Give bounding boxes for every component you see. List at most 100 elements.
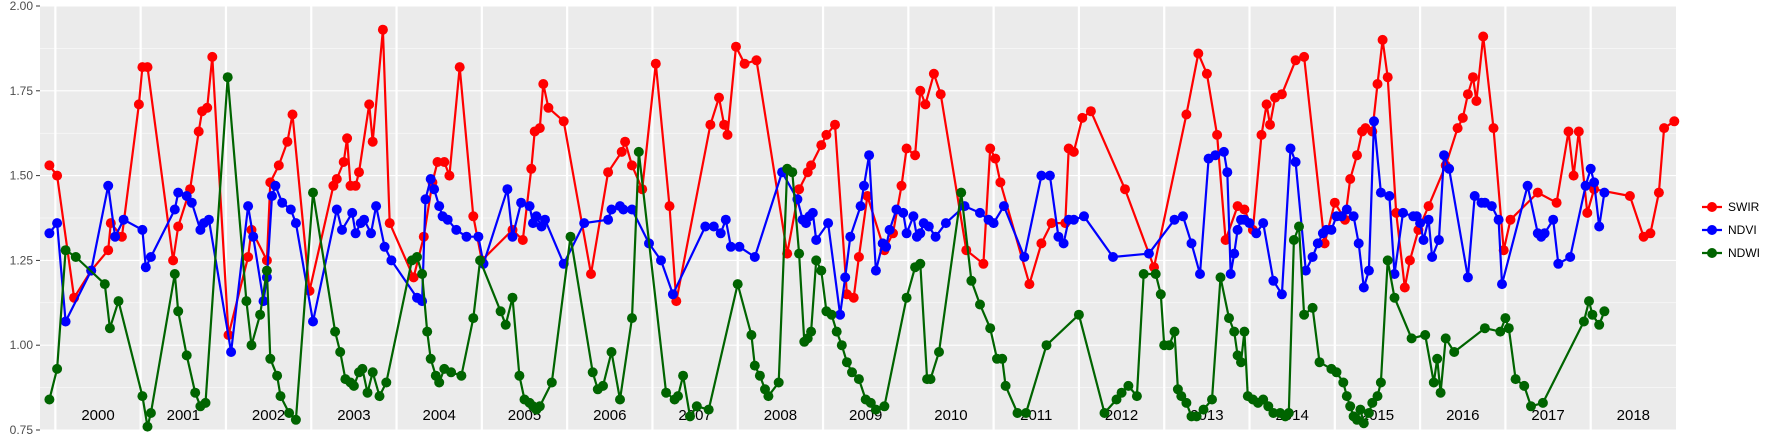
data-point-swir [44,160,55,171]
data-point-ndvi [1225,269,1236,279]
data-point-ndvi [1389,269,1400,279]
data-point-ndvi [1336,211,1347,222]
data-point-ndwi [1519,380,1530,391]
data-point-swir [928,68,939,79]
data-point-ndwi [60,245,71,256]
data-point-swir [920,99,931,110]
data-point-ndwi [627,313,637,324]
legend-key-point [1707,225,1717,235]
data-point-ndvi [531,211,542,222]
data-point-ndvi [1068,214,1079,225]
data-point-ndvi [870,265,881,276]
data-point-ndwi [1239,326,1250,337]
data-point-ndvi [1036,170,1047,181]
data-point-ndwi [456,370,467,381]
y-tick-label: 2.00 [10,0,34,13]
year-label-2008: 2008 [764,407,797,424]
data-point-swir [739,58,750,69]
data-point-ndwi [1191,411,1202,422]
data-point-swir [287,109,298,120]
data-point-ndwi [633,146,644,157]
data-point-ndvi [137,224,148,235]
data-point-ndwi [374,391,385,402]
data-point-ndvi [1553,258,1564,269]
data-point-ndwi [1181,397,1192,408]
data-point-ndwi [1000,380,1011,391]
data-point-ndvi [502,184,513,195]
data-point-swir [1399,282,1410,293]
data-point-ndwi [661,387,672,398]
data-point-swir [173,221,184,232]
data-point-swir [52,170,63,181]
data-point-ndwi [1526,401,1536,412]
data-point-ndwi [1236,357,1246,368]
data-point-ndvi [461,231,472,242]
data-point-ndwi [546,377,557,388]
data-point-swir [995,177,1006,188]
data-point-swir [1423,201,1434,212]
data-point-swir [342,133,353,144]
data-point-swir [384,218,395,229]
data-point-ndvi [1462,272,1473,283]
data-point-ndvi [420,194,431,205]
data-point-ndwi [806,326,817,337]
data-point-ndvi [1019,252,1030,262]
data-point-ndwi [1587,309,1598,320]
data-point-ndwi [1229,326,1240,337]
data-point-ndvi [656,255,666,266]
data-point-ndvi [1565,252,1576,262]
data-point-ndwi [1363,408,1374,418]
data-point-ndvi [923,221,934,232]
data-point-swir [1653,187,1664,198]
series-ndwi [44,72,1610,432]
legend-item-ndwi: NDWI [1702,246,1760,260]
data-point-ndvi [975,207,985,218]
data-point-ndwi [255,309,266,320]
data-point-ndwi [272,370,283,381]
legend-key-point [1707,248,1717,258]
data-point-ndvi [52,218,63,229]
data-point-ndvi [1232,224,1243,235]
data-point-ndvi [203,214,214,225]
data-point-ndwi [1495,326,1506,337]
data-point-swir [1382,72,1393,83]
data-point-ndwi [1372,391,1383,402]
data-point-ndwi [836,340,847,351]
data-point-ndvi [1044,170,1055,181]
data-point-ndwi [1215,272,1226,283]
data-point-swir [338,157,349,167]
data-point-ndwi [811,255,822,266]
data-point-ndvi [1375,187,1386,198]
data-point-swir [1261,99,1272,110]
data-point-ndwi [685,411,695,422]
data-point-ndvi [1594,221,1605,232]
data-point-ndvi [366,228,376,239]
data-point-ndvi [290,218,301,229]
data-point-ndwi [1375,377,1386,388]
data-point-ndvi [359,214,370,225]
data-point-ndvi [169,204,180,215]
data-point-ndwi [348,380,359,391]
data-point-ndwi [901,292,912,303]
data-point-ndwi [290,414,301,425]
data-point-ndwi [1123,380,1134,391]
data-point-ndwi [137,391,148,402]
data-point-swir [915,85,926,96]
data-point-ndvi [1348,211,1359,222]
data-point-ndwi [265,353,276,364]
data-point-ndwi [1479,323,1490,334]
legend-label: SWIR [1728,200,1760,214]
data-point-ndwi [870,404,881,415]
data-point-ndvi [540,214,550,225]
data-point-ndvi [1222,167,1233,178]
year-label-2004: 2004 [423,407,456,424]
data-point-ndvi [725,241,736,252]
data-point-ndwi [1314,357,1325,368]
year-labels: 2000 2001 2002 2003 2004 2005 2006 2007 2008 2009… [81,407,1650,424]
year-label-2006: 2006 [593,407,626,424]
data-point-swir [377,24,388,35]
year-label-2018: 2018 [1617,407,1650,424]
data-point-ndvi [451,224,462,235]
data-point-swir [830,119,840,130]
data-point-swir [935,89,946,100]
